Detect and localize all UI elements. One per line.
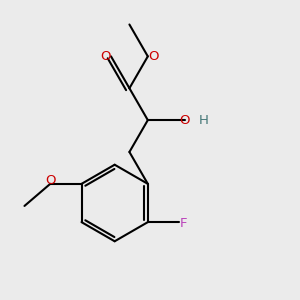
Text: F: F [180,217,187,230]
Text: H: H [199,114,209,127]
Text: O: O [148,50,158,63]
Text: O: O [45,174,56,187]
Text: O: O [179,114,190,127]
Text: O: O [100,50,111,63]
